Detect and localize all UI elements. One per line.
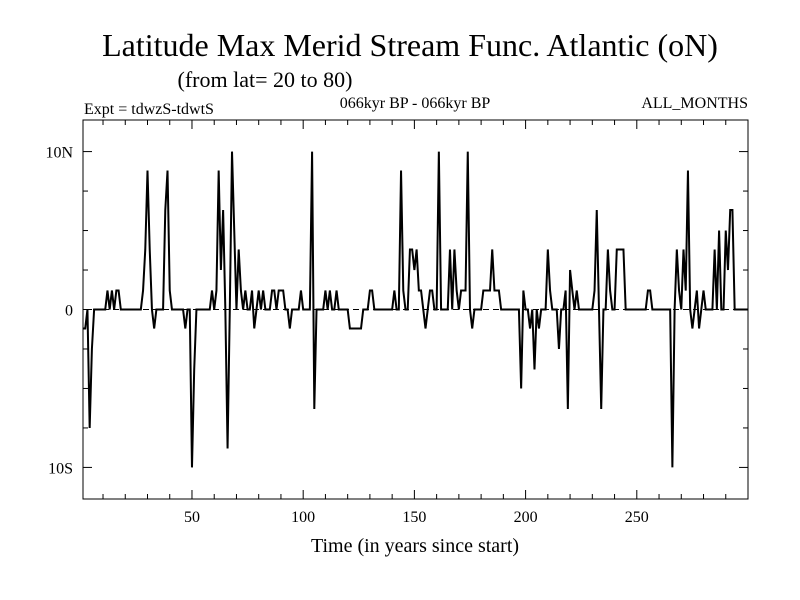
y-tick-label: 0 — [65, 303, 73, 320]
axis-tick-labels: 50 100 150 200 250 10N 0 10S — [45, 145, 648, 526]
x-tick-label: 150 — [402, 509, 426, 526]
x-tick-label: 200 — [514, 509, 538, 526]
axis-ticks — [83, 120, 748, 499]
x-tick-label: 50 — [184, 509, 200, 526]
series-line — [83, 151, 748, 468]
chart-subtitle: (from lat= 20 to 80) — [178, 67, 353, 92]
x-tick-label: 250 — [625, 509, 649, 526]
x-tick-label: 100 — [291, 509, 315, 526]
experiment-label: Expt = tdwzS-tdwtS — [84, 101, 214, 118]
period-label: 066kyr BP - 066kyr BP — [340, 95, 491, 112]
chart-title: Latitude Max Merid Stream Func. Atlantic… — [102, 27, 718, 63]
x-axis-label: Time (in years since start) — [311, 535, 519, 557]
y-tick-label: 10N — [45, 145, 73, 162]
y-tick-label: 10S — [48, 460, 73, 477]
months-label: ALL_MONTHS — [641, 95, 748, 112]
